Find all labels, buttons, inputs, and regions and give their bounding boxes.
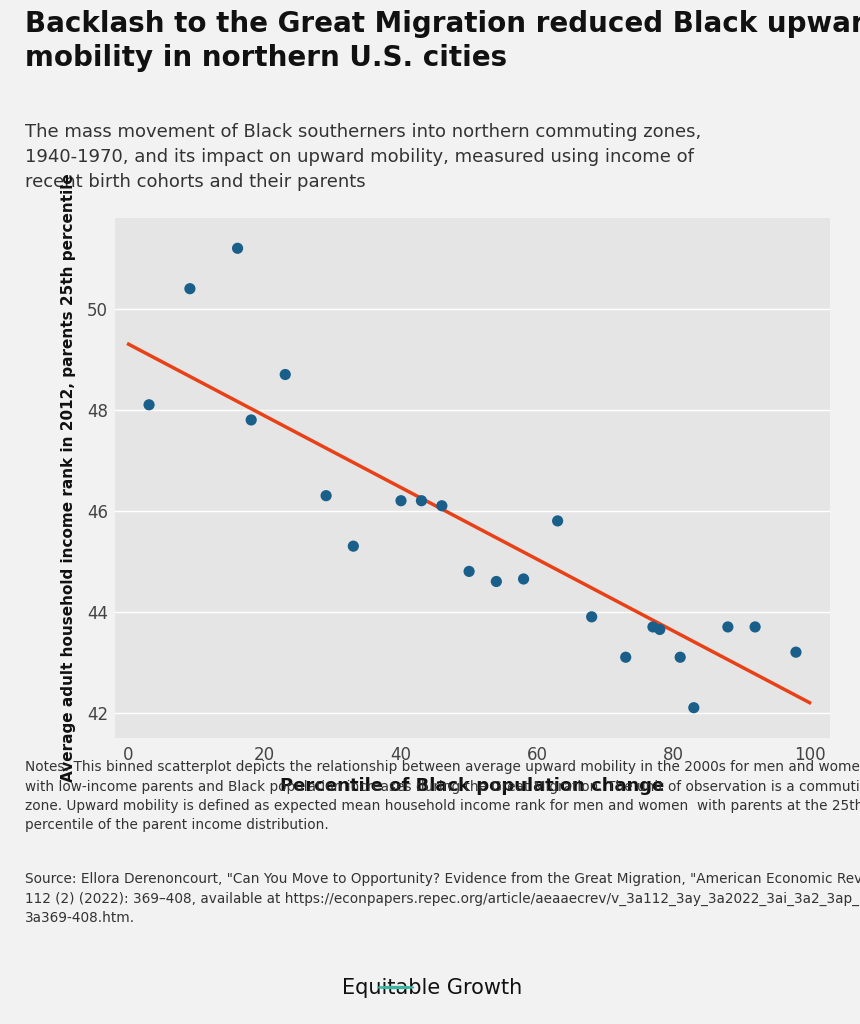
Point [646,618,660,635]
Point [517,570,531,587]
Point [489,573,503,590]
Point [462,563,476,580]
Text: Equitable Growth: Equitable Growth [342,978,523,997]
Text: Backlash to the Great Migration reduced Black upward
mobility in northern U.S. c: Backlash to the Great Migration reduced … [25,10,860,72]
Y-axis label: Average adult household income rank in 2012, parents 25th percentile: Average adult household income rank in 2… [61,174,76,782]
Point [244,412,258,428]
X-axis label: Percentile of Black population change: Percentile of Black population change [280,777,665,795]
Text: Source: Ellora Derenoncourt, "Can You Move to Opportunity? Evidence from the Gre: Source: Ellora Derenoncourt, "Can You Mo… [25,872,860,925]
Point [230,240,244,256]
Point [748,618,762,635]
Point [653,622,666,638]
Point [142,396,156,413]
Point [619,649,633,666]
Point [347,538,360,554]
Point [279,367,292,383]
Point [687,699,701,716]
Point [721,618,734,635]
Text: The mass movement of Black southerners into northern commuting zones,
1940-1970,: The mass movement of Black southerners i… [25,123,701,191]
Circle shape [378,986,414,988]
Point [585,608,599,625]
Text: Notes: This binned scatterplot depicts the relationship between average upward m: Notes: This binned scatterplot depicts t… [25,760,860,833]
Point [415,493,428,509]
Point [319,487,333,504]
Point [394,493,408,509]
Point [183,281,197,297]
Point [673,649,687,666]
Point [435,498,449,514]
Point [550,513,564,529]
Point [789,644,803,660]
